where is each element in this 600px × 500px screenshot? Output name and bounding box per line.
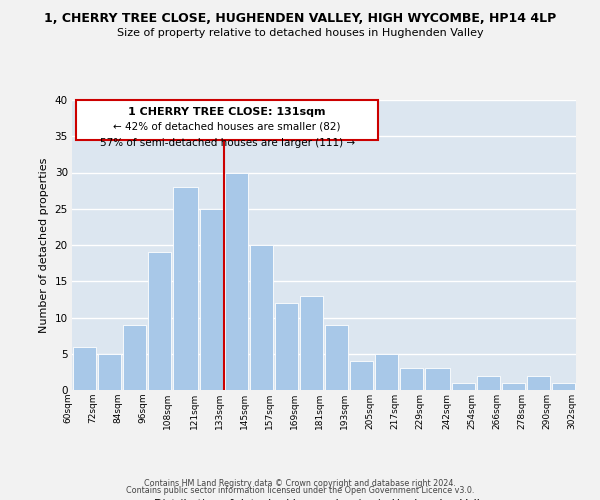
Text: Contains HM Land Registry data © Crown copyright and database right 2024.: Contains HM Land Registry data © Crown c… — [144, 478, 456, 488]
Text: 57% of semi-detached houses are larger (111) →: 57% of semi-detached houses are larger (… — [100, 138, 355, 147]
Text: Contains public sector information licensed under the Open Government Licence v3: Contains public sector information licen… — [126, 486, 474, 495]
Bar — [552, 383, 575, 390]
Bar — [73, 346, 96, 390]
Bar — [200, 209, 223, 390]
Bar — [325, 325, 348, 390]
Text: ← 42% of detached houses are smaller (82): ← 42% of detached houses are smaller (82… — [113, 122, 341, 132]
Bar — [452, 383, 475, 390]
Bar — [250, 245, 273, 390]
Bar — [300, 296, 323, 390]
Text: 1 CHERRY TREE CLOSE: 131sqm: 1 CHERRY TREE CLOSE: 131sqm — [128, 108, 326, 118]
Bar — [225, 172, 248, 390]
Bar — [148, 252, 171, 390]
Bar — [123, 325, 146, 390]
Bar — [527, 376, 550, 390]
Bar — [400, 368, 423, 390]
Bar — [375, 354, 398, 390]
Bar — [98, 354, 121, 390]
FancyBboxPatch shape — [76, 100, 378, 140]
X-axis label: Distribution of detached houses by size in Hughenden Valley: Distribution of detached houses by size … — [154, 498, 494, 500]
Bar — [275, 303, 298, 390]
Y-axis label: Number of detached properties: Number of detached properties — [39, 158, 49, 332]
Bar — [350, 361, 373, 390]
Text: 1, CHERRY TREE CLOSE, HUGHENDEN VALLEY, HIGH WYCOMBE, HP14 4LP: 1, CHERRY TREE CLOSE, HUGHENDEN VALLEY, … — [44, 12, 556, 26]
Bar — [502, 383, 525, 390]
Text: Size of property relative to detached houses in Hughenden Valley: Size of property relative to detached ho… — [116, 28, 484, 38]
Bar — [173, 187, 198, 390]
Bar — [477, 376, 500, 390]
Bar — [425, 368, 450, 390]
